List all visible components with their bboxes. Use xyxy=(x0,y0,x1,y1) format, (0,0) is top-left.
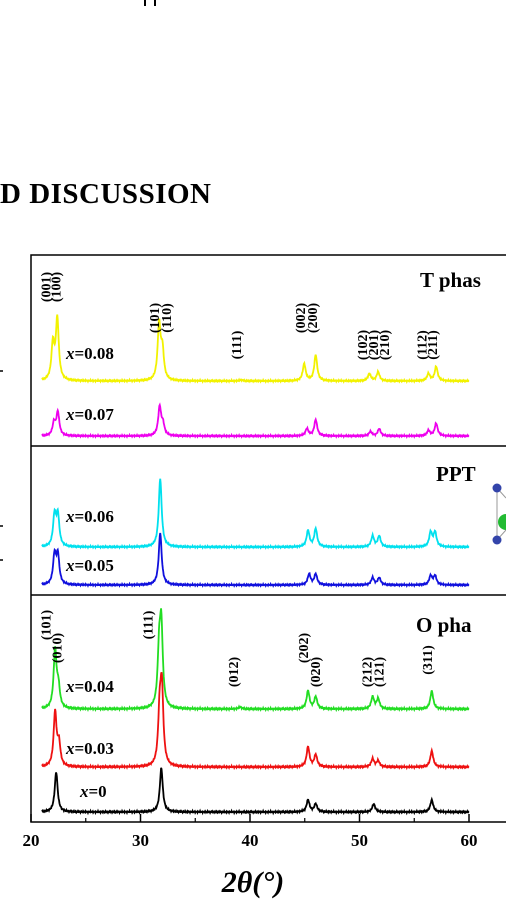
series-label-variable: x xyxy=(65,739,75,758)
series-label: x=0.07 xyxy=(65,405,114,424)
series-line xyxy=(41,402,470,440)
series-label-variable: x xyxy=(79,782,89,801)
peak-label: (101) xyxy=(148,303,163,334)
series-label: x=0 xyxy=(79,782,107,801)
series-label-value: =0.07 xyxy=(75,405,115,424)
inset-atom-green xyxy=(498,514,506,530)
series-label-variable: x xyxy=(65,507,75,526)
series-label-value: =0 xyxy=(89,782,107,801)
peak-label: (311) xyxy=(421,645,436,675)
series-line xyxy=(41,672,470,771)
x-tick-label: 50 xyxy=(351,831,368,850)
x-axis-label: 2θ(°) xyxy=(221,866,285,899)
panel-title: PPT xyxy=(436,462,476,486)
peak-label: (210) xyxy=(378,330,393,361)
series-label: x=0.08 xyxy=(65,344,114,363)
peak-label: (212) xyxy=(361,657,376,688)
series-line xyxy=(41,478,470,550)
series-label-value: =0.05 xyxy=(75,556,114,575)
peak-label: (020) xyxy=(309,657,324,688)
peak-label: (001) xyxy=(40,272,55,303)
series-label-variable: x xyxy=(65,556,75,575)
peak-label: (202) xyxy=(297,633,312,664)
peak-label: (010) xyxy=(51,633,66,664)
series-label-variable: x xyxy=(65,677,75,696)
panel-1: T phasx=0.08x=0.07(001)(100)(101)(110)(1… xyxy=(40,268,481,440)
peak-label: (002) xyxy=(294,303,309,334)
series-label-value: =0.04 xyxy=(75,677,115,696)
peak-label: (121) xyxy=(373,657,388,688)
plot-frame xyxy=(30,254,506,823)
series-label: x=0.05 xyxy=(65,556,114,575)
crystal-inset-icon xyxy=(492,483,506,545)
panel-title: O pha xyxy=(416,613,472,637)
series-label: x=0.06 xyxy=(65,507,114,526)
peak-label: (112) xyxy=(415,330,430,360)
series-line xyxy=(41,532,470,589)
peak-label: (012) xyxy=(227,657,242,688)
peak-label: (110) xyxy=(160,303,175,333)
series-label: x=0.03 xyxy=(65,739,114,758)
series-line xyxy=(41,608,470,713)
peak-label: (111) xyxy=(142,610,157,639)
x-tick-label: 30 xyxy=(132,831,149,850)
panel-3: O phax=0.04x=0.03x=0(101)(010)(111)(012)… xyxy=(40,608,472,816)
x-tick-label: 20 xyxy=(23,831,40,850)
peak-label: (102) xyxy=(356,330,371,361)
peak-label: (100) xyxy=(50,272,65,303)
inset-atom-blue xyxy=(492,483,502,493)
peak-label: (211) xyxy=(426,330,441,360)
series-label-variable: x xyxy=(65,405,75,424)
top-cutoff-mark xyxy=(144,0,156,6)
series-label-variable: x xyxy=(65,344,75,363)
peak-label: (101) xyxy=(40,610,55,641)
peak-label: (111) xyxy=(230,330,245,359)
series-label-value: =0.08 xyxy=(75,344,114,363)
peak-label: (200) xyxy=(306,303,321,334)
series-label-value: =0.06 xyxy=(75,507,114,526)
series-line xyxy=(41,767,470,816)
x-tick-label: 40 xyxy=(242,831,259,850)
series-line xyxy=(41,314,470,384)
section-heading: D DISCUSSION xyxy=(0,178,212,210)
series-label: x=0.04 xyxy=(65,677,114,696)
peak-label: (201) xyxy=(367,330,382,361)
x-tick-label: 60 xyxy=(461,831,478,850)
series-label-value: =0.03 xyxy=(75,739,114,758)
inset-atom-blue xyxy=(492,535,502,545)
panel-title: T phas xyxy=(420,268,481,292)
